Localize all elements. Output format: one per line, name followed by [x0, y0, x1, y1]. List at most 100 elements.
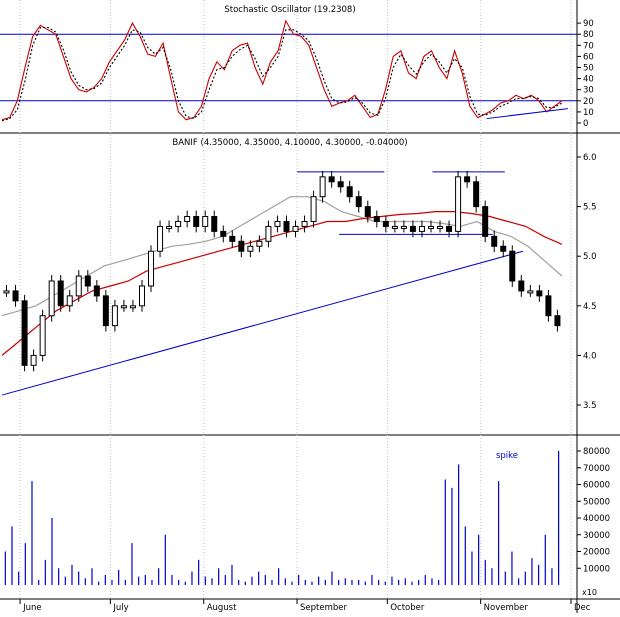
candle-body [202, 216, 209, 227]
price-title: BANIF (4.35000, 4.35000, 4.10000, 4.3000… [172, 138, 407, 148]
candle-body [292, 225, 299, 232]
y-tick-label: 80000 [583, 447, 610, 457]
candle-body [175, 220, 182, 227]
candle-body [120, 305, 127, 309]
candle-body [446, 225, 453, 232]
oscillator-trendline [486, 108, 569, 120]
candle-body [247, 245, 254, 252]
candle-body [66, 295, 73, 307]
candle-body [274, 220, 281, 227]
axis-multiplier-label: x10 [582, 588, 597, 597]
candle-body [500, 245, 507, 252]
y-tick-label: 5.0 [583, 252, 597, 262]
y-tick-label: 50000 [583, 497, 610, 507]
candle-body [30, 354, 37, 366]
oscillator-panel [0, 19, 577, 122]
candle-body [464, 176, 471, 183]
candle-body [382, 220, 389, 227]
y-tick-label: 60 [583, 52, 594, 62]
candle-body [418, 225, 425, 232]
candle-body [184, 216, 191, 222]
y-tick-label: 40 [583, 75, 594, 85]
candle-body [319, 176, 326, 198]
oscillator-title: Stochastic Oscillator (19.2308) [224, 5, 355, 15]
y-tick-label: 70000 [583, 464, 610, 474]
candle-body [3, 290, 10, 294]
short-moving-average [1, 196, 563, 317]
y-tick-label: 3.5 [583, 401, 597, 411]
y-tick-label: 70 [583, 41, 594, 51]
candle-body [400, 225, 407, 229]
x-tick-label: November [484, 603, 529, 613]
candle-body [509, 250, 516, 282]
y-tick-label: 50 [583, 64, 594, 74]
y-tick-label: 20000 [583, 548, 610, 558]
candle-body [518, 280, 525, 292]
y-tick-label: 10 [583, 108, 594, 118]
y-tick-label: 40000 [583, 514, 610, 524]
x-tick-label: October [390, 603, 425, 613]
y-tick-label: 90 [583, 19, 594, 29]
candle-body [545, 295, 552, 317]
candle-body [265, 225, 272, 242]
y-tick-label: 4.5 [583, 302, 597, 312]
candle-body [337, 181, 344, 188]
price-panel [1, 170, 563, 396]
y-tick-label: 80 [583, 30, 594, 40]
x-tick-label: June [22, 603, 42, 613]
candle-body [482, 206, 489, 237]
volume-panel [4, 451, 560, 585]
y-tick-label: 60000 [583, 481, 610, 491]
candle-body [455, 176, 462, 232]
y-tick-label: 6.0 [583, 153, 597, 163]
candle-body [193, 216, 200, 227]
x-tick-label: July [112, 603, 128, 613]
candle-body [84, 275, 91, 287]
candle-body [157, 225, 164, 252]
candle-body [12, 290, 19, 302]
candle-body [473, 181, 480, 208]
candle-body [138, 285, 145, 307]
candle-body [364, 206, 371, 218]
candle-body [310, 196, 317, 222]
candle-body [536, 290, 543, 297]
volume-annotation: spike [496, 451, 518, 461]
candle-body [427, 225, 434, 229]
candle-body [21, 300, 28, 366]
candle-body [93, 285, 100, 297]
candle-body [346, 186, 353, 198]
oscillator-signal-line [1, 26, 563, 122]
y-tick-label: 0 [583, 119, 588, 129]
oscillator-line [1, 19, 563, 121]
month-gridlines [19, 0, 572, 599]
candle-body [527, 290, 534, 294]
x-tick-label: Dec [574, 603, 591, 613]
y-tick-label: 10000 [583, 564, 610, 574]
candle-body [129, 305, 136, 309]
candle-body [355, 196, 362, 208]
candle-body [75, 275, 82, 297]
candle-body [57, 280, 64, 307]
candle-body [437, 225, 444, 229]
candle-body [111, 305, 118, 327]
candle-body [328, 176, 335, 183]
candle-body [391, 225, 398, 229]
candle-body [238, 240, 245, 252]
candle-body [48, 280, 55, 317]
candle-body [283, 220, 290, 232]
candle-body [166, 225, 173, 229]
y-tick-label: 4.0 [583, 351, 597, 361]
y-tick-label: 20 [583, 97, 594, 107]
y-tick-label: 30000 [583, 531, 610, 541]
candle-body [148, 250, 155, 287]
x-tick-label: August [207, 603, 237, 613]
y-tick-label: 5.5 [583, 203, 597, 213]
candle-body [373, 216, 380, 222]
candle-body [211, 216, 218, 232]
candle-body [301, 220, 308, 227]
candle-body [229, 235, 236, 242]
